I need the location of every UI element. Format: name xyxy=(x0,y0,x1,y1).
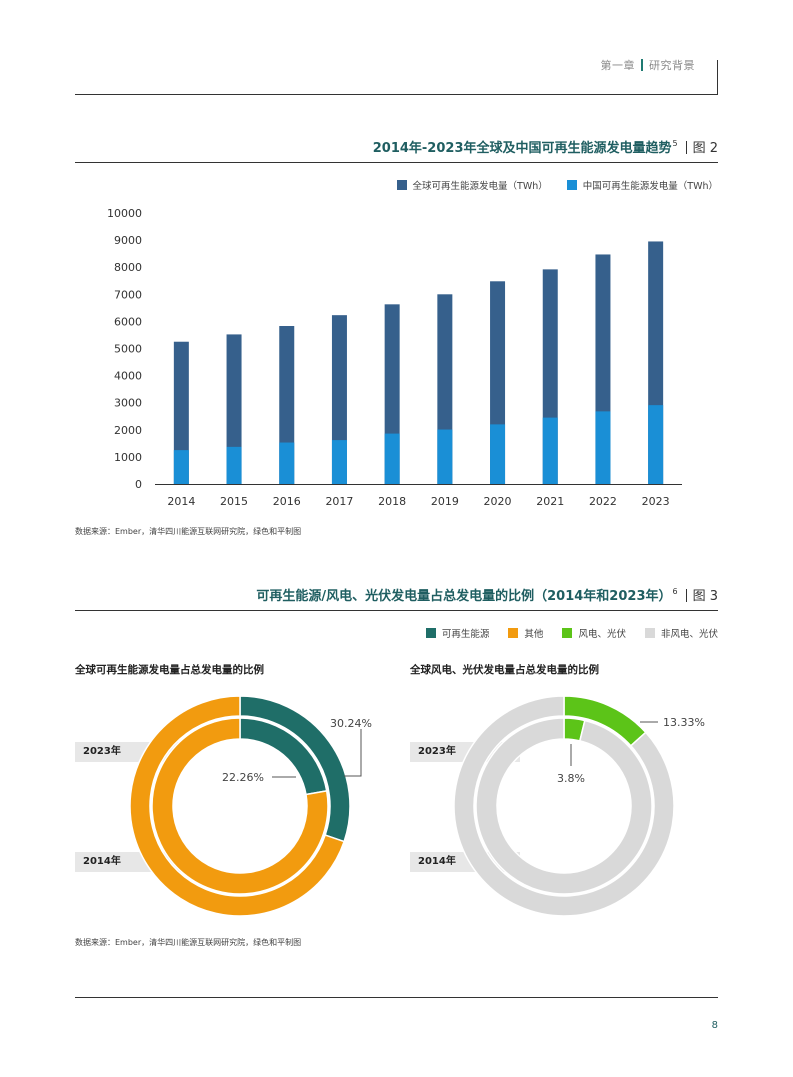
figure3-title-separator xyxy=(685,589,687,602)
figure3-source: 数据来源：Ember，清华四川能源互联网研究院，绿色和平制图 xyxy=(75,938,302,947)
bar-china-2014 xyxy=(173,450,189,484)
x-tick-label: 2017 xyxy=(325,495,353,508)
y-tick-label: 8000 xyxy=(114,261,142,274)
donut-slice-outer-rest xyxy=(129,695,346,917)
header-rule xyxy=(75,94,718,95)
legend-item-china: 中国可再生能源发电量（TWh） xyxy=(566,178,718,192)
outer-percent-label: 30.24% xyxy=(330,717,372,730)
donut-slice-outer-rest xyxy=(453,695,675,917)
legend-swatch-non-wind-solar xyxy=(644,628,655,638)
bar-china-2023 xyxy=(648,405,664,484)
header-vertical-rule xyxy=(717,60,718,94)
bar-china-2018 xyxy=(384,433,400,484)
figure2-label: 图 2 xyxy=(692,141,718,156)
bar-global-2015 xyxy=(226,334,242,484)
y-tick-label: 3000 xyxy=(114,397,142,410)
footer-rule xyxy=(75,997,718,998)
page-number: 8 xyxy=(711,1020,718,1031)
y-tick-label: 9000 xyxy=(114,234,142,247)
inner-percent-label: 22.26% xyxy=(222,771,264,784)
figure2-title-text: 2014年-2023年全球及中国可再生能源发电量趋势 xyxy=(372,141,672,156)
wind-solar-share-donut-chart: 13.33% 3.8% xyxy=(453,695,705,917)
legend-label-global: 全球可再生能源发电量（TWh） xyxy=(412,181,548,192)
legend-swatch-other xyxy=(508,628,519,638)
x-tick-label: 2022 xyxy=(589,495,617,508)
donut-slice-inner-rest xyxy=(475,717,653,895)
legend-swatch-wind-solar xyxy=(562,628,573,638)
legend-item-other: 其他 xyxy=(508,626,543,640)
right-donut-title: 全球风电、光伏发电量占总发电量的比例 xyxy=(410,664,599,676)
renewable-share-donut-chart: 30.24% 22.26% xyxy=(129,695,372,917)
legend-item-renewable: 可再生能源 xyxy=(425,626,490,640)
figure3-footnote-ref: 6 xyxy=(672,587,678,596)
outer-percent-label: 13.33% xyxy=(663,716,705,729)
left-donut-title: 全球可再生能源发电量占总发电量的比例 xyxy=(75,664,264,676)
y-tick-label: 1000 xyxy=(114,451,142,464)
figure2-title: 2014年-2023年全球及中国可再生能源发电量趋势5 图 2 xyxy=(373,137,718,156)
figure2-legend: 全球可再生能源发电量（TWh） 中国可再生能源发电量（TWh） xyxy=(381,178,718,193)
outer-label-leader xyxy=(344,729,362,777)
legend-item-non-wind-solar: 非风电、光伏 xyxy=(644,626,718,640)
legend-swatch-renewable xyxy=(425,628,436,638)
x-tick-label: 2020 xyxy=(484,495,512,508)
bar-china-2015 xyxy=(226,446,242,484)
running-header: 第一章 研究背景 xyxy=(601,57,696,73)
x-tick-label: 2019 xyxy=(431,495,459,508)
y-tick-label: 5000 xyxy=(114,343,142,356)
x-tick-label: 2018 xyxy=(378,495,406,508)
legend-label-renewable: 可再生能源 xyxy=(441,629,490,640)
figure3-rule xyxy=(75,610,718,611)
figure2-source: 数据来源：Ember，清华四川能源互联网研究院，绿色和平制图 xyxy=(75,527,302,536)
y-tick-label: 2000 xyxy=(114,424,142,437)
figure3-legend: 可再生能源 其他 风电、光伏 非风电、光伏 xyxy=(410,626,718,641)
bar-china-2016 xyxy=(279,442,295,484)
legend-label-non-wind-solar: 非风电、光伏 xyxy=(660,629,718,640)
x-tick-label: 2014 xyxy=(167,495,195,508)
bar-china-2020 xyxy=(490,424,506,484)
figure3-title: 可再生能源/风电、光伏发电量占总发电量的比例（2014年和2023年）6 图 3 xyxy=(256,585,718,604)
figure2-title-separator xyxy=(685,141,687,154)
section-label: 研究背景 xyxy=(649,59,695,72)
renewable-generation-bar-chart: 0 1000 2000 3000 4000 5000 6000 7000 8000 9000 100… xyxy=(107,207,682,508)
chapter-label: 第一章 xyxy=(600,59,635,72)
x-tick-label: 2015 xyxy=(220,495,248,508)
y-tick-label: 7000 xyxy=(114,288,142,301)
bar-china-2021 xyxy=(542,417,558,484)
inner-percent-label: 3.8% xyxy=(557,772,585,785)
donut-slice-inner-rest xyxy=(151,717,329,895)
y-tick-label: 10000 xyxy=(107,207,142,220)
legend-label-china: 中国可再生能源发电量（TWh） xyxy=(582,181,718,192)
figure2-footnote-ref: 5 xyxy=(672,139,678,148)
legend-swatch-global xyxy=(396,180,407,190)
legend-swatch-china xyxy=(566,180,577,190)
y-tick-label: 6000 xyxy=(114,315,142,328)
y-tick-label: 0 xyxy=(135,478,142,491)
bar-global-2014 xyxy=(173,341,189,484)
x-tick-label: 2021 xyxy=(536,495,564,508)
x-tick-label: 2023 xyxy=(642,495,670,508)
figure2-rule xyxy=(75,162,718,163)
y-tick-label: 4000 xyxy=(114,370,142,383)
x-tick-label: 2016 xyxy=(273,495,301,508)
header-separator xyxy=(641,59,643,71)
legend-label-other: 其他 xyxy=(524,629,544,640)
bar-china-2017 xyxy=(331,440,347,484)
legend-item-wind-solar: 风电、光伏 xyxy=(562,626,626,640)
legend-label-wind-solar: 风电、光伏 xyxy=(578,629,626,640)
figure3-title-text: 可再生能源/风电、光伏发电量占总发电量的比例（2014年和2023年） xyxy=(256,589,672,604)
figure3-label: 图 3 xyxy=(692,589,718,604)
legend-item-global: 全球可再生能源发电量（TWh） xyxy=(396,178,548,192)
bar-china-2019 xyxy=(437,429,453,484)
bar-china-2022 xyxy=(595,411,611,484)
